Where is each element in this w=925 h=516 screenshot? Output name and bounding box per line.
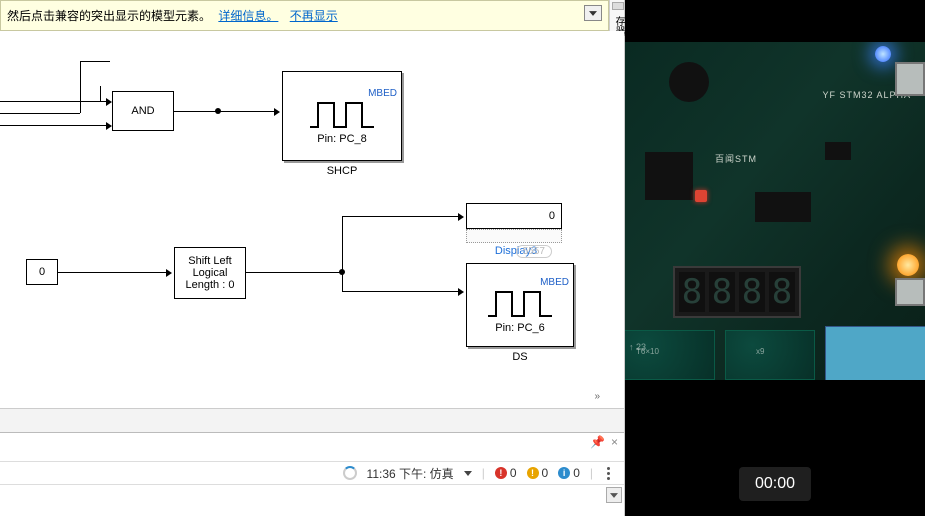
zoom-pill: 5557	[516, 245, 552, 258]
display3-shadow	[466, 229, 562, 243]
caption-ds: DS	[470, 351, 570, 363]
seven-segment-display: 8 8 8 8	[673, 266, 801, 318]
constant-value: 0	[39, 266, 45, 278]
mcu-chip	[645, 152, 693, 200]
sub-board-right	[825, 326, 925, 380]
buzzer-icon	[669, 62, 709, 102]
panel-splitter[interactable]	[0, 408, 624, 432]
grid-label-b: x9	[756, 347, 764, 356]
block-digitalout-ds[interactable]: MBED Pin: PC_6	[466, 263, 574, 347]
info-icon: i	[558, 467, 570, 479]
warning-count[interactable]: ! 0	[527, 466, 549, 480]
pin-label: Pin: PC_8	[317, 133, 367, 145]
error-count[interactable]: ! 0	[495, 466, 517, 480]
pulse-icon	[308, 99, 376, 129]
led-amber	[897, 254, 919, 276]
notification-text: 然后点击兼容的突出显示的模型元素。	[7, 9, 211, 23]
smd-chip	[825, 142, 851, 160]
video-timer: 00:00	[739, 467, 811, 501]
video-blackbar-top	[625, 0, 925, 42]
grid-label-c: ↑ 23	[629, 342, 646, 352]
link-dismiss[interactable]: 不再显示	[290, 9, 338, 23]
mbed-tag: MBED	[368, 88, 401, 99]
shift-line1: Shift Left	[188, 255, 231, 267]
sub-board-mid: x9	[725, 330, 815, 380]
pulse-icon	[486, 288, 554, 318]
close-icon[interactable]: ×	[611, 435, 618, 449]
seg-digit-1: 8	[709, 272, 735, 312]
display3-value: 0	[549, 210, 555, 222]
video-panel: YF STM32 ALPHA 百闻STM 8 8 8 8 T6×10 x9 ↑ …	[625, 0, 925, 516]
error-icon: !	[495, 467, 507, 479]
usb-port-bottom	[895, 278, 925, 306]
pin-label: Pin: PC_6	[495, 322, 545, 334]
more-menu-icon[interactable]	[603, 467, 614, 480]
notification-dropdown[interactable]	[584, 5, 602, 21]
block-and-label: AND	[131, 105, 154, 117]
block-shift-left[interactable]: Shift Left Logical Length : 0	[174, 247, 246, 299]
mode-dropdown-icon[interactable]	[464, 471, 472, 476]
scroll-right-icon[interactable]: »	[594, 391, 600, 402]
mbed-tag: MBED	[540, 277, 573, 288]
board-brand-2: 百闻STM	[715, 152, 757, 165]
block-display3[interactable]: 0	[466, 203, 562, 229]
block-and[interactable]: AND	[112, 91, 174, 131]
model-canvas[interactable]: AND MBED Pin: PC_8 SHCP 0 Shift Left Log…	[0, 31, 624, 408]
busy-spinner-icon	[343, 466, 357, 480]
shift-line2: Logical	[193, 267, 228, 279]
info-number: 0	[573, 466, 580, 480]
usb-port-top	[895, 62, 925, 96]
seg-digit-2: 8	[739, 272, 765, 312]
seg-digit-0: 8	[679, 272, 705, 312]
diagnostic-viewer: 📌 × 11:36 下午: 仿真 | ! 0 ! 0 i 0 |	[0, 432, 624, 516]
status-bar: 11:36 下午: 仿真 | ! 0 ! 0 i 0 |	[0, 461, 624, 485]
warning-number: 0	[542, 466, 549, 480]
warning-icon: !	[527, 467, 539, 479]
shift-line3: Length : 0	[186, 279, 235, 291]
seg-digit-3: 8	[769, 272, 795, 312]
ic-chip	[755, 192, 811, 222]
led-red	[695, 190, 707, 202]
pcb-board-view: YF STM32 ALPHA 百闻STM 8 8 8 8 T6×10 x9 ↑ …	[625, 42, 925, 380]
simulink-panel: 然后点击兼容的突出显示的模型元素。 详细信息。 不再显示 存器 AND MBED	[0, 0, 625, 516]
info-count[interactable]: i 0	[558, 466, 580, 480]
block-digitalout-shcp[interactable]: MBED Pin: PC_8	[282, 71, 402, 161]
block-constant[interactable]: 0	[26, 259, 58, 285]
pin-icon[interactable]: 📌	[590, 435, 605, 449]
diag-scroll-button[interactable]	[606, 487, 622, 503]
link-details[interactable]: 详细信息。	[218, 9, 278, 23]
error-number: 0	[510, 466, 517, 480]
caption-shcp: SHCP	[292, 165, 392, 177]
led-blue	[875, 46, 891, 62]
sub-board-left: T6×10	[625, 330, 715, 380]
notification-bar: 然后点击兼容的突出显示的模型元素。 详细信息。 不再显示	[0, 0, 609, 31]
status-time-mode: 11:36 下午: 仿真	[367, 465, 454, 482]
